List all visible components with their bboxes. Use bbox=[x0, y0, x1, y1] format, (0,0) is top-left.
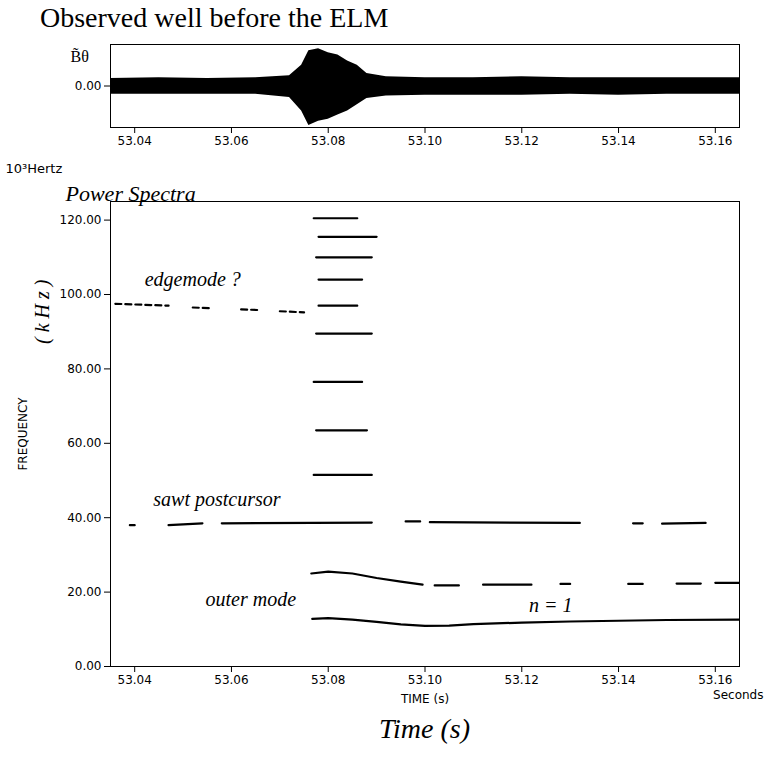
svg-text:53.04: 53.04 bbox=[118, 134, 152, 148]
svg-text:53.08: 53.08 bbox=[311, 134, 345, 148]
svg-text:20.00: 20.00 bbox=[67, 585, 101, 599]
svg-text:B̃θ: B̃θ bbox=[71, 48, 89, 65]
svg-text:53.06: 53.06 bbox=[214, 673, 248, 687]
svg-text:0.00: 0.00 bbox=[75, 79, 102, 93]
svg-text:( k H z ): ( k H z ) bbox=[31, 279, 54, 344]
svg-text:0.00: 0.00 bbox=[75, 659, 102, 673]
svg-text:60.00: 60.00 bbox=[67, 436, 101, 450]
svg-text:sawt postcursor: sawt postcursor bbox=[153, 488, 280, 511]
svg-text:80.00: 80.00 bbox=[67, 362, 101, 376]
svg-text:120.00: 120.00 bbox=[60, 213, 102, 227]
svg-text:Power Spectra: Power Spectra bbox=[65, 181, 196, 206]
svg-text:FREQUENCY: FREQUENCY bbox=[16, 397, 30, 471]
svg-text:40.00: 40.00 bbox=[67, 511, 101, 525]
svg-text:53.14: 53.14 bbox=[601, 134, 635, 148]
html-text:Time (s): Time (s) bbox=[379, 713, 470, 744]
svg-text:53.10: 53.10 bbox=[408, 134, 442, 148]
svg-text:53.12: 53.12 bbox=[505, 134, 539, 148]
svg-text:53.16: 53.16 bbox=[698, 134, 732, 148]
svg-text:53.14: 53.14 bbox=[601, 673, 635, 687]
svg-text:Seconds: Seconds bbox=[713, 688, 763, 702]
svg-text:53.04: 53.04 bbox=[118, 673, 152, 687]
svg-text:outer mode: outer mode bbox=[206, 588, 297, 610]
svg-text:53.12: 53.12 bbox=[505, 673, 539, 687]
svg-text:TIME (s): TIME (s) bbox=[400, 692, 449, 706]
svg-text:53.16: 53.16 bbox=[698, 673, 732, 687]
svg-text:10³Hertz: 10³Hertz bbox=[6, 161, 63, 176]
svg-text:53.06: 53.06 bbox=[214, 134, 248, 148]
svg-text:100.00: 100.00 bbox=[60, 287, 102, 301]
svg-text:n = 1: n = 1 bbox=[529, 594, 573, 616]
svg-text:edgemode ?: edgemode ? bbox=[145, 268, 241, 291]
svg-text:53.10: 53.10 bbox=[408, 673, 442, 687]
svg-text:53.08: 53.08 bbox=[311, 673, 345, 687]
html-text:Observed well before the ELM: Observed well before the ELM bbox=[40, 2, 389, 33]
